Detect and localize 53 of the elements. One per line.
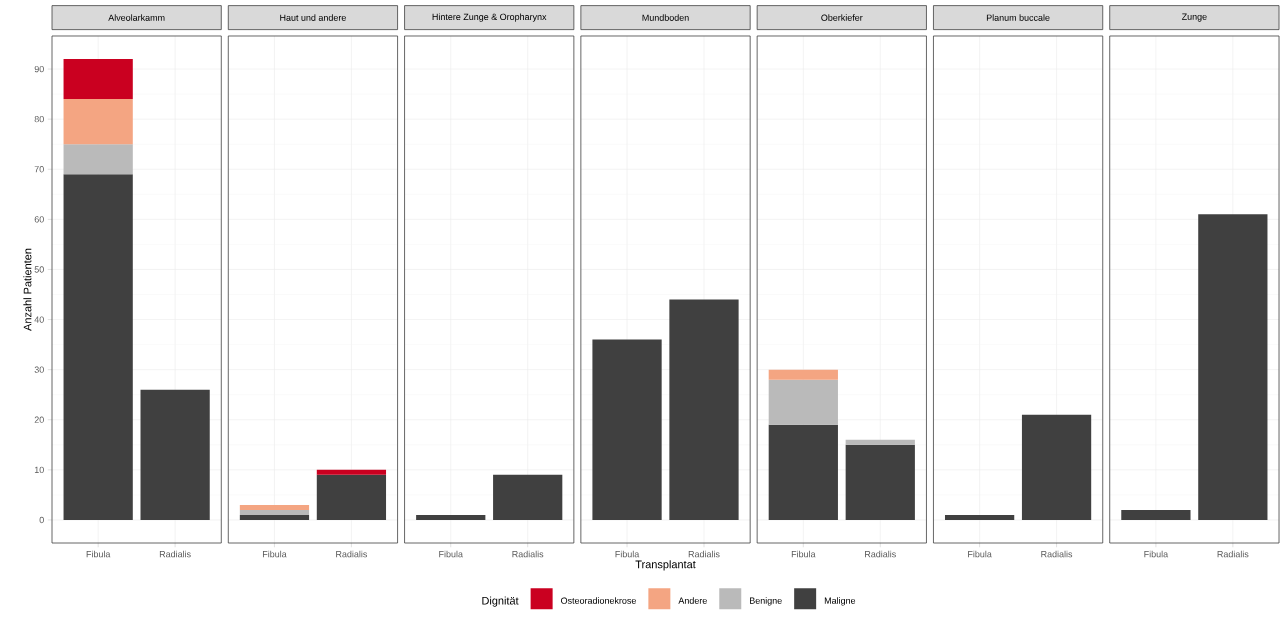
bar <box>316 469 387 475</box>
y-axis-title: Anzahl Patienten <box>23 248 32 331</box>
bar <box>239 509 310 515</box>
x-tick-label: Radialis <box>1041 550 1073 558</box>
x-tick-label: Fibula <box>968 550 992 558</box>
x-tick-label: Fibula <box>1144 550 1169 558</box>
y-tick-label: 70 <box>34 166 44 173</box>
bar <box>316 474 387 520</box>
x-tick-label: Fibula <box>86 550 111 558</box>
x-tick-label: Radialis <box>688 550 720 558</box>
x-tick-label: Radialis <box>1217 550 1249 558</box>
legend-label: Osteoradionekrose <box>561 597 636 604</box>
y-tick-label: 10 <box>34 466 44 474</box>
bar <box>63 59 133 100</box>
legend-label: Andere <box>678 597 707 604</box>
bar <box>768 379 838 425</box>
bar <box>63 144 133 175</box>
x-tick-label: Radialis <box>512 550 544 558</box>
y-tick-label: 0 <box>39 516 44 524</box>
x-tick-label: Radialis <box>336 550 368 558</box>
bar <box>140 389 210 520</box>
bar <box>768 369 838 380</box>
chart-title: Mundboden <box>642 14 689 21</box>
legend-title: Dignität <box>482 596 519 607</box>
x-tick-label: Fibula <box>439 550 463 558</box>
chart-title: Alveolarkamm <box>108 14 165 21</box>
y-tick-label: 50 <box>34 266 44 273</box>
bar <box>239 504 310 510</box>
x-axis-title: Transplantat <box>635 560 696 571</box>
bar <box>63 174 133 520</box>
y-tick-label: 30 <box>34 366 44 373</box>
x-tick-label: Radialis <box>865 550 896 558</box>
y-tick-label: 40 <box>34 316 44 323</box>
bar <box>768 424 838 520</box>
x-tick-label: Fibula <box>615 550 640 558</box>
y-tick-label: 90 <box>34 65 44 73</box>
bar <box>239 514 310 520</box>
x-tick-label: Fibula <box>791 550 816 558</box>
y-tick-label: 80 <box>34 115 44 123</box>
x-tick-label: Fibula <box>262 550 287 558</box>
bar <box>845 444 915 520</box>
bar <box>63 99 133 145</box>
chart-title: Hintere Zunge & Oropharynx <box>432 13 547 22</box>
chart-title: Zunge <box>1181 13 1207 22</box>
x-tick-label: Radialis <box>159 550 191 558</box>
chart-title: Haut und andere <box>280 14 346 21</box>
legend-label: Maligne <box>824 597 856 606</box>
y-tick-label: 20 <box>34 416 44 423</box>
chart-title: Oberkiefer <box>821 14 863 21</box>
legend-label: Benigne <box>749 597 782 606</box>
bar <box>845 439 915 445</box>
chart-title: Planum buccale <box>986 14 1050 21</box>
y-tick-label: 60 <box>34 216 44 223</box>
